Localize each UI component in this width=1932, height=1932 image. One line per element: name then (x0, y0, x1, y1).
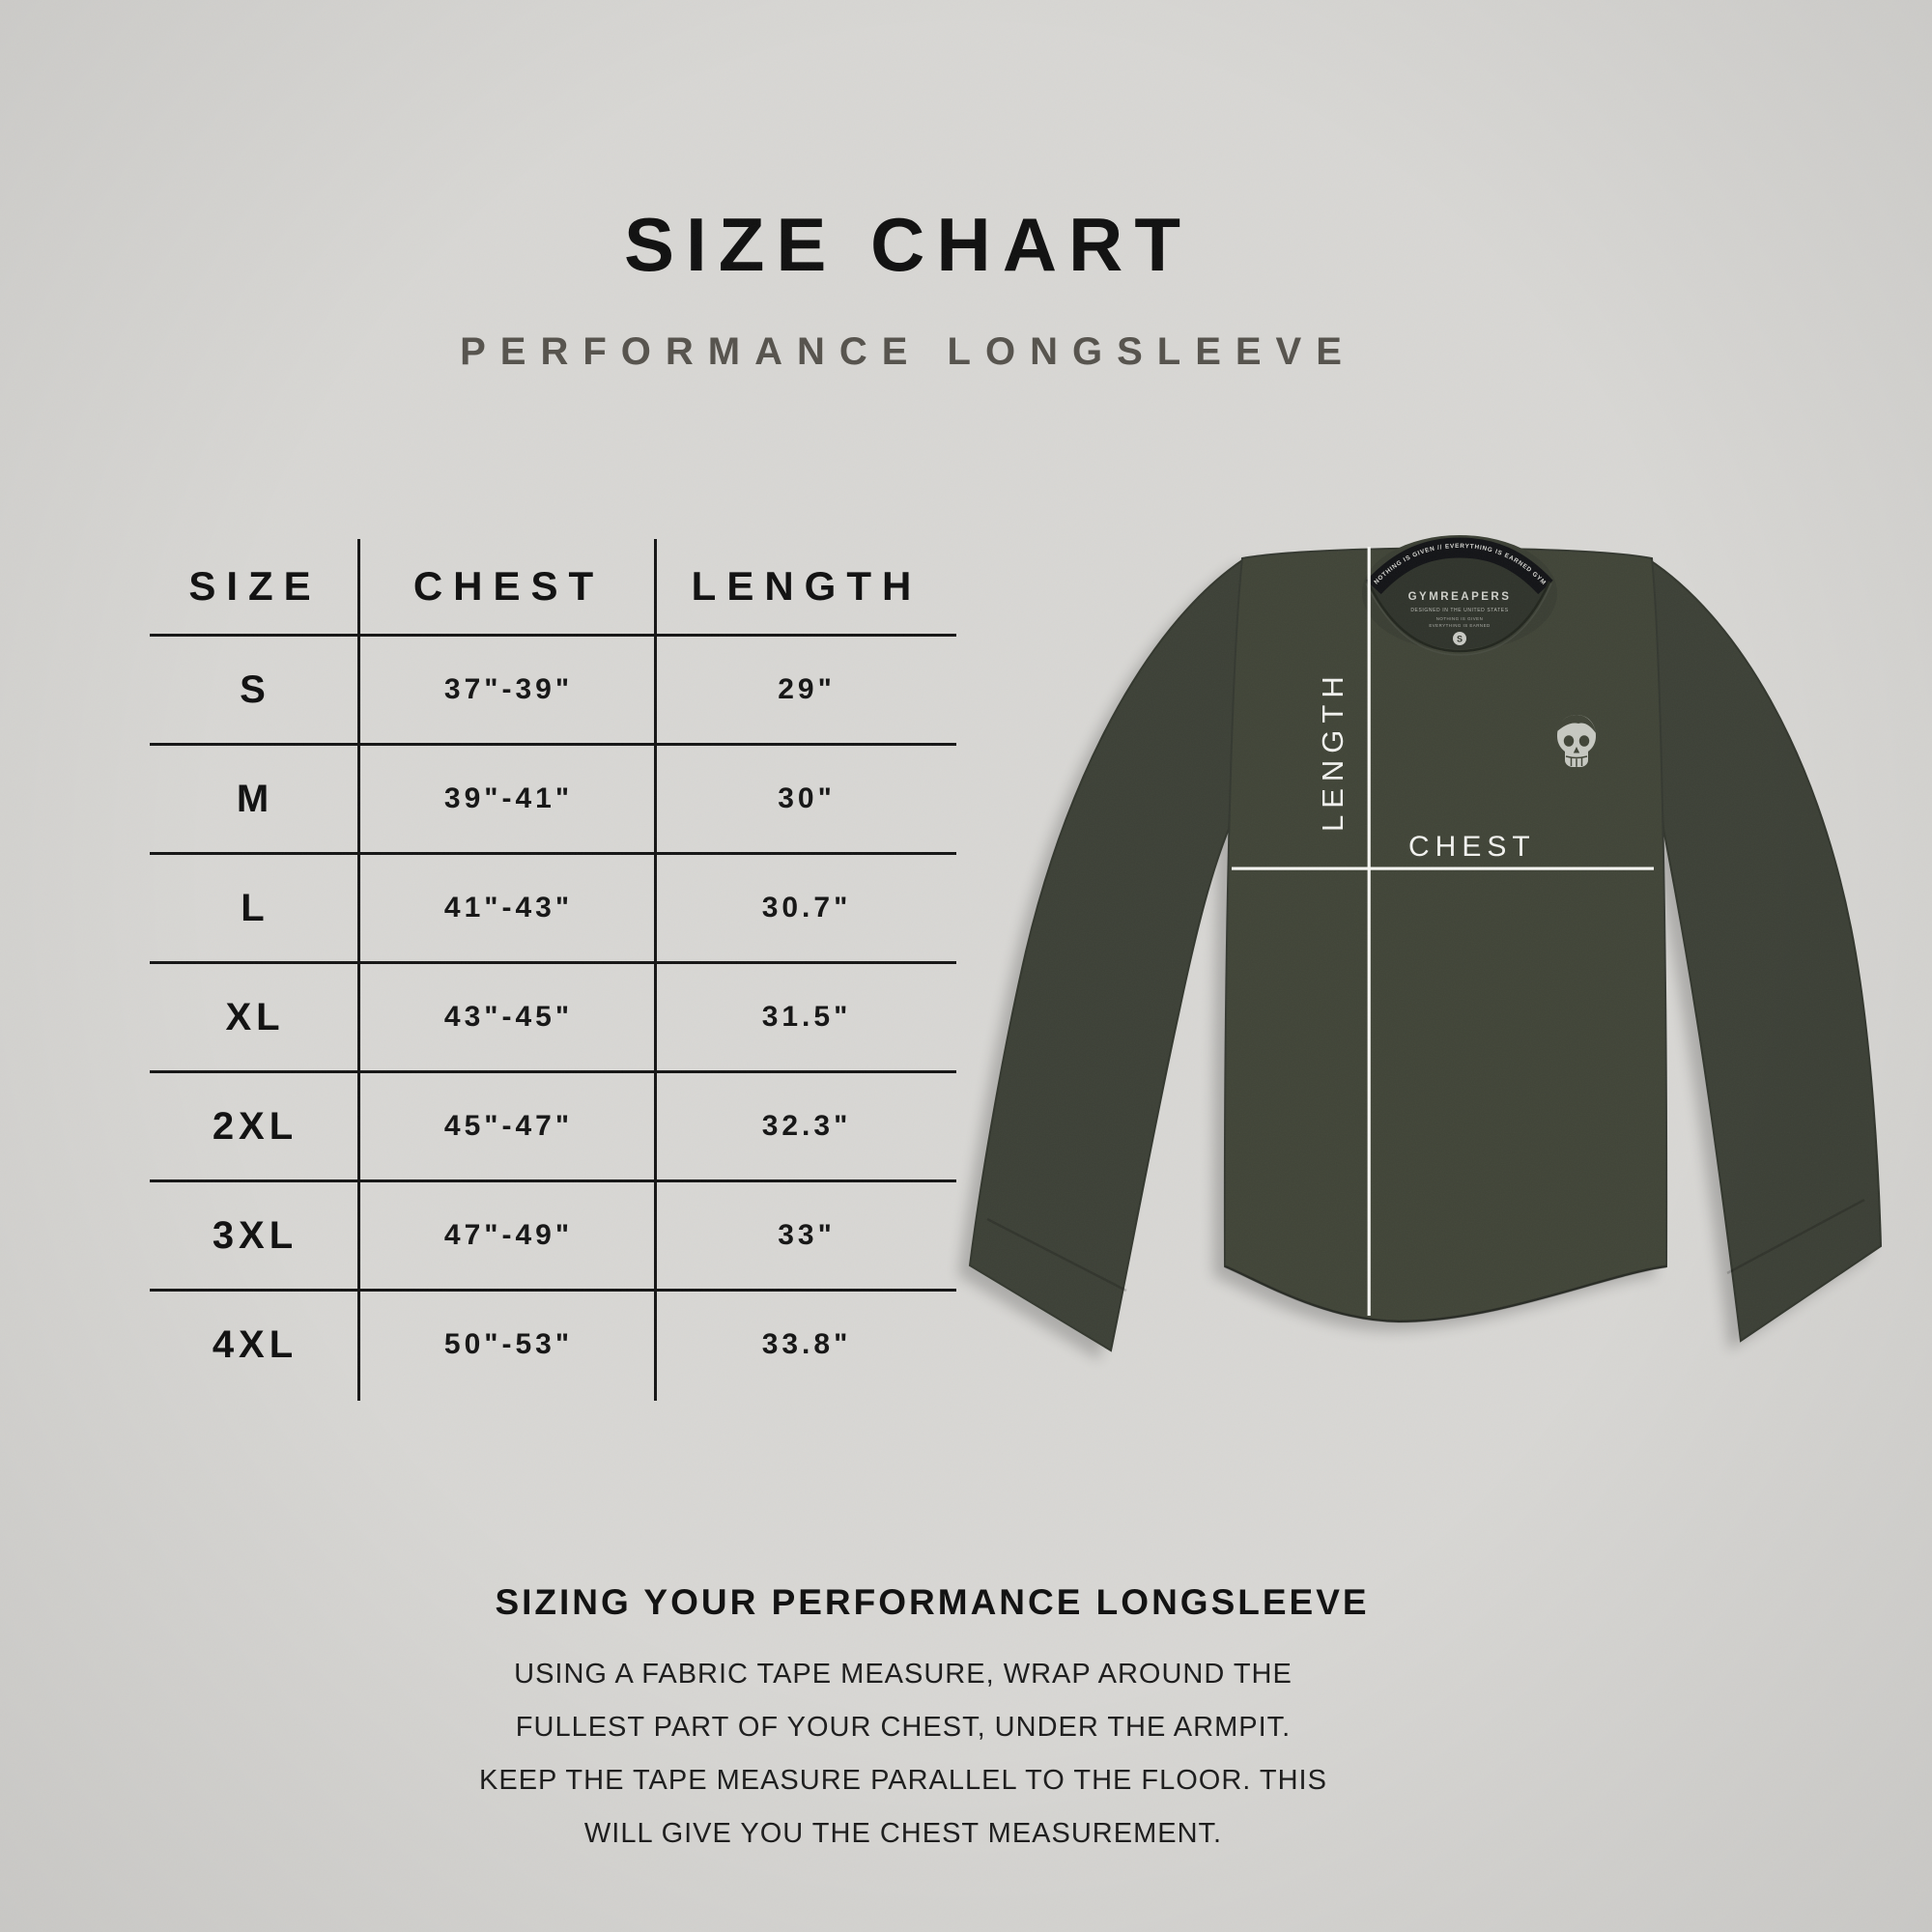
table-cell-chest: 37"-39" (443, 673, 574, 705)
collar-origin-label: DESIGNED IN THE UNITED STATES (1410, 608, 1508, 613)
length-label: LENGTH (1316, 669, 1350, 832)
table-cell-size: XL (225, 995, 285, 1038)
longsleeve-diagram: NOTHING IS GIVEN // EVERYTHING IS EARNED… (898, 483, 1883, 1360)
table-body: S 37"-39" 29" M 39"-41" 30" L 41"-43" 30.7" XL 43"… (150, 637, 956, 1398)
table-cell-size: 4XL (212, 1322, 298, 1366)
sizing-instructions: USING A FABRIC TAPE MEASURE, WRAP AROUND… (0, 1648, 1806, 1861)
collar-slogan-line1: NOTHING IS GIVEN (1436, 616, 1484, 621)
table-row: 2XL 45"-47" 32.3" (150, 1073, 956, 1182)
table-cell-size: 3XL (212, 1213, 298, 1257)
chest-measure-line (1232, 867, 1654, 870)
length-measure-line (1367, 547, 1371, 1316)
table-row: 3XL 47"-49" 33" (150, 1182, 956, 1292)
collar-slogan-line2: EVERYTHING IS EARNED (1429, 623, 1490, 628)
page-title: SIZE CHART (624, 202, 1192, 287)
table-row: M 39"-41" 30" (150, 746, 956, 855)
table-cell-chest: 43"-45" (443, 1001, 574, 1033)
table-cell-chest: 41"-43" (443, 892, 574, 923)
table-row: S 37"-39" 29" (150, 637, 956, 746)
instruction-line: KEEP THE TAPE MEASURE PARALLEL TO THE FL… (479, 1765, 1327, 1796)
collar-size-letter: S (1457, 635, 1463, 644)
table-cell-chest: 45"-47" (443, 1110, 574, 1142)
instruction-line: USING A FABRIC TAPE MEASURE, WRAP AROUND… (514, 1659, 1293, 1690)
table-cell-chest: 50"-53" (443, 1328, 574, 1360)
table-header-chest: CHEST (412, 563, 605, 609)
instruction-line: WILL GIVE YOU THE CHEST MEASUREMENT. (583, 1818, 1223, 1849)
table-cell-size: M (236, 777, 274, 820)
table-header-size: SIZE (188, 563, 322, 609)
table-column-divider (654, 539, 657, 1401)
instruction-line: FULLEST PART OF YOUR CHEST, UNDER THE AR… (515, 1712, 1292, 1743)
table-cell-size: L (241, 886, 270, 929)
page-subtitle: PERFORMANCE LONGSLEEVE (460, 330, 1356, 373)
table-column-divider (357, 539, 360, 1401)
table-cell-chest: 47"-49" (443, 1219, 574, 1251)
table-cell-size: S (240, 668, 270, 711)
size-chart-table: SIZE CHEST LENGTH S 37"-39" 29" M 39"-41" 30"… (150, 539, 956, 1401)
table-cell-chest: 39"-41" (443, 782, 574, 814)
shirt-torso (1223, 547, 1668, 1323)
table-row: 4XL 50"-53" 33.8" (150, 1292, 956, 1398)
table-header-row: SIZE CHEST LENGTH (150, 539, 956, 637)
chest-label: CHEST (1408, 831, 1536, 863)
table-cell-size: 2XL (212, 1104, 298, 1148)
collar-brand-label: GYMREAPERS (1408, 591, 1512, 603)
sizing-heading: SIZING YOUR PERFORMANCE LONGSLEEVE (495, 1582, 1370, 1622)
table-row: XL 43"-45" 31.5" (150, 964, 956, 1073)
table-row: L 41"-43" 30.7" (150, 855, 956, 964)
